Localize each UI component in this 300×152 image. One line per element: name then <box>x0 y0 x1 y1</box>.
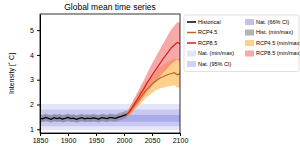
y-axis: 1 2 3 4 5 <box>30 15 40 134</box>
x-tick: 1950 <box>89 133 105 144</box>
y-tick: 4 <box>30 52 40 59</box>
plot-frame <box>40 14 180 133</box>
legend-label: RCP8.5 (min/max) <box>256 50 300 56</box>
legend-label: Nat. (66% CI) <box>256 19 289 25</box>
x-tick-mark <box>96 133 97 136</box>
y-tick: 3 <box>30 76 40 83</box>
x-axis: 1850 1900 1950 2000 2050 2100 <box>33 133 189 144</box>
x-tick-label: 2050 <box>145 137 161 144</box>
chart-title: Global mean time series <box>64 2 156 12</box>
y-tick-mark <box>37 129 40 130</box>
y-tick: 5 <box>30 27 40 34</box>
range-band <box>40 109 180 126</box>
y-tick-mark <box>37 80 40 81</box>
legend-swatch <box>245 30 254 36</box>
y-tick: 2 <box>30 101 40 108</box>
range-band <box>40 104 180 130</box>
x-tick-mark <box>124 133 125 136</box>
x-tick-label: 2000 <box>117 137 133 144</box>
x-tick: 2000 <box>117 133 133 144</box>
x-tick: 1850 <box>33 133 49 144</box>
legend-label: Hist. (min/max) <box>256 29 293 35</box>
x-tick-mark <box>180 133 181 136</box>
x-tick: 1900 <box>61 133 77 144</box>
x-tick-label: 2100 <box>173 137 189 144</box>
x-tick-mark <box>68 133 69 136</box>
legend-swatch <box>245 19 254 25</box>
series-line <box>127 43 180 115</box>
y-axis-title: Intensity [˚ C] <box>8 53 16 94</box>
legend-swatch <box>245 40 254 46</box>
x-tick-label: 1950 <box>89 137 105 144</box>
legend-label: Historical <box>198 19 221 25</box>
x-tick-label: 1850 <box>33 137 49 144</box>
y-tick-label: 5 <box>30 27 34 34</box>
legend-label: RCP4.5 <box>198 29 217 35</box>
x-tick-label: 1900 <box>61 137 77 144</box>
chart: 1850 1900 1950 2000 2050 2100 1 2 3 4 5 Global mean… <box>0 0 300 152</box>
legend-label: RCP4.5 (min/max) <box>256 40 300 46</box>
legend-label: Nat. (min/max) <box>198 50 234 56</box>
y-tick-label: 4 <box>30 52 34 59</box>
x-tick: 2050 <box>145 133 161 144</box>
y-tick-mark <box>37 30 40 31</box>
series-line <box>40 114 127 119</box>
legend-label: Nat. (95% CI) <box>198 61 231 67</box>
y-tick-label: 3 <box>30 76 34 83</box>
series-line <box>127 73 180 115</box>
y-tick-mark <box>37 104 40 105</box>
x-tick: 2100 <box>173 133 189 144</box>
y-tick-label: 1 <box>30 126 34 133</box>
range-band <box>40 110 127 122</box>
legend-swatch <box>187 42 196 44</box>
x-tick-mark <box>152 133 153 136</box>
legend-label: RCP8.5 <box>198 40 217 46</box>
plot-area <box>40 22 180 130</box>
legend-swatch <box>187 61 196 67</box>
legend-swatch <box>187 51 196 57</box>
range-band <box>127 22 180 117</box>
y-tick-mark <box>37 55 40 56</box>
legend: Historical RCP4.5 RCP8.5 Nat. (min/max) Nat.… <box>184 15 300 72</box>
y-tick-label: 2 <box>30 101 34 108</box>
legend-swatch <box>187 21 196 23</box>
legend-swatch <box>245 51 254 57</box>
y-tick: 1 <box>30 126 40 133</box>
legend-swatch <box>187 32 196 34</box>
